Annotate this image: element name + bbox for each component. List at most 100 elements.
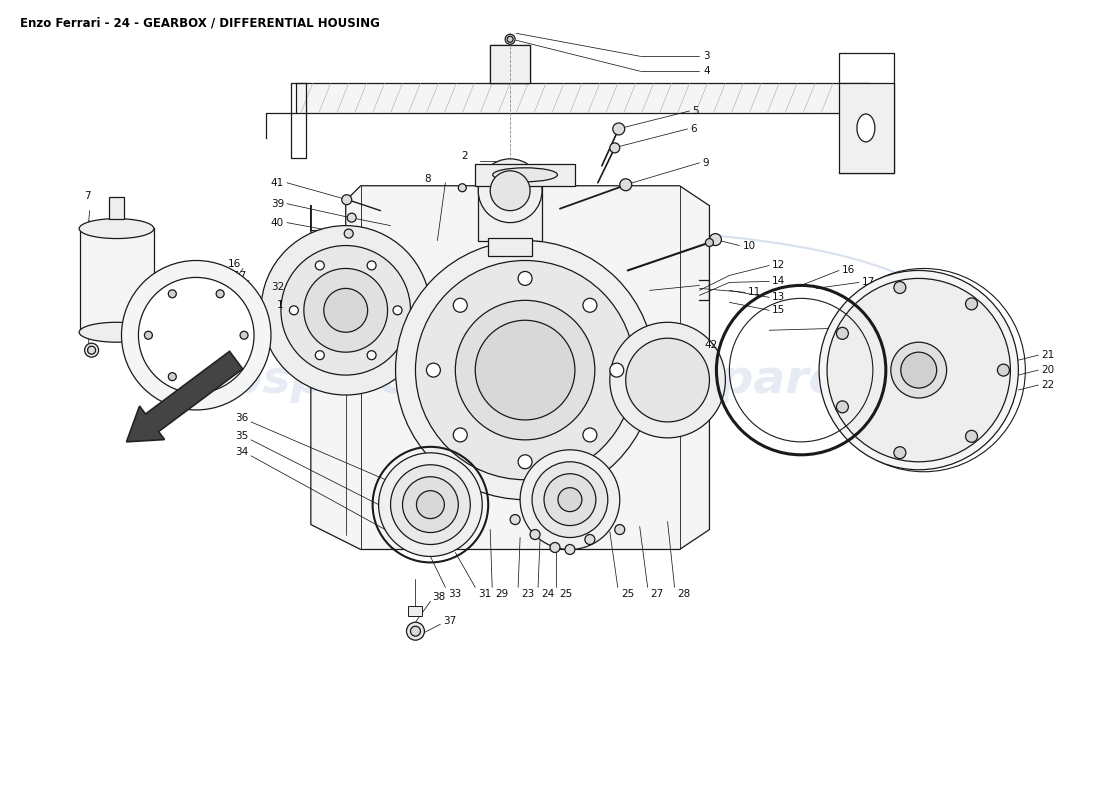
Text: eurospares: eurospares [142, 358, 440, 402]
Circle shape [261, 226, 430, 395]
Circle shape [344, 229, 353, 238]
Text: 37: 37 [443, 616, 456, 626]
Circle shape [518, 271, 532, 286]
Circle shape [836, 401, 848, 413]
FancyBboxPatch shape [296, 83, 869, 113]
Circle shape [609, 143, 619, 153]
Circle shape [316, 261, 324, 270]
Text: 19: 19 [226, 295, 239, 306]
FancyBboxPatch shape [475, 164, 575, 186]
Circle shape [289, 306, 298, 314]
Text: 11: 11 [748, 287, 761, 298]
Text: 17: 17 [862, 278, 876, 287]
Text: 1: 1 [277, 300, 284, 310]
Circle shape [626, 338, 710, 422]
Text: 36: 36 [234, 413, 249, 423]
Text: 16: 16 [842, 266, 855, 275]
Circle shape [901, 352, 937, 388]
Circle shape [367, 350, 376, 360]
Circle shape [156, 286, 256, 385]
Circle shape [396, 241, 654, 500]
Circle shape [453, 298, 468, 312]
Circle shape [187, 357, 195, 365]
Circle shape [88, 346, 96, 354]
Circle shape [998, 364, 1010, 376]
Text: 6: 6 [691, 124, 697, 134]
Text: 13: 13 [772, 292, 785, 302]
Circle shape [139, 278, 254, 393]
Text: 40: 40 [271, 218, 284, 228]
Text: 4: 4 [704, 66, 711, 76]
Circle shape [403, 477, 459, 533]
Circle shape [453, 428, 468, 442]
Circle shape [966, 430, 978, 442]
Circle shape [609, 322, 725, 438]
Circle shape [544, 474, 596, 526]
Circle shape [530, 530, 540, 539]
Text: 14: 14 [772, 277, 785, 286]
Text: 24: 24 [541, 590, 554, 599]
FancyBboxPatch shape [478, 186, 542, 241]
Circle shape [478, 159, 542, 222]
FancyArrow shape [126, 351, 243, 442]
Circle shape [613, 123, 625, 135]
Text: 9: 9 [703, 158, 710, 168]
Circle shape [705, 238, 714, 246]
Text: 28: 28 [678, 590, 691, 599]
Circle shape [518, 455, 532, 469]
Circle shape [459, 184, 466, 192]
Circle shape [217, 290, 224, 298]
Text: 10: 10 [742, 241, 756, 250]
Text: 34: 34 [234, 447, 249, 457]
Ellipse shape [79, 322, 154, 342]
Circle shape [583, 298, 597, 312]
Circle shape [176, 300, 246, 370]
Text: 17: 17 [234, 271, 248, 282]
Circle shape [609, 363, 624, 377]
Circle shape [891, 342, 947, 398]
Circle shape [510, 514, 520, 525]
Text: 23: 23 [521, 590, 535, 599]
Circle shape [173, 331, 180, 339]
Text: 27: 27 [650, 590, 664, 599]
Circle shape [410, 626, 420, 636]
Text: 18: 18 [240, 283, 253, 294]
Circle shape [323, 288, 367, 332]
Circle shape [217, 357, 226, 365]
FancyBboxPatch shape [79, 228, 154, 332]
Circle shape [615, 525, 625, 534]
Text: 20: 20 [1042, 365, 1055, 375]
Ellipse shape [79, 218, 154, 238]
Circle shape [140, 274, 263, 397]
Text: 32: 32 [271, 282, 284, 292]
Circle shape [187, 306, 195, 314]
FancyBboxPatch shape [109, 197, 124, 218]
Circle shape [585, 534, 595, 545]
Circle shape [894, 282, 905, 294]
Circle shape [505, 34, 515, 44]
Ellipse shape [493, 168, 558, 182]
Circle shape [558, 488, 582, 512]
Text: 33: 33 [449, 590, 462, 599]
Circle shape [417, 490, 444, 518]
Circle shape [894, 446, 905, 458]
FancyBboxPatch shape [839, 83, 894, 173]
Text: 41: 41 [271, 178, 284, 188]
Circle shape [367, 261, 376, 270]
Circle shape [550, 542, 560, 553]
Circle shape [85, 343, 99, 357]
Text: 25: 25 [620, 590, 634, 599]
FancyBboxPatch shape [488, 238, 532, 255]
Text: 43: 43 [842, 323, 855, 334]
Circle shape [168, 298, 244, 373]
Polygon shape [311, 186, 710, 550]
Ellipse shape [857, 114, 874, 142]
Circle shape [407, 622, 425, 640]
Circle shape [217, 306, 226, 314]
Circle shape [532, 462, 608, 538]
Circle shape [583, 428, 597, 442]
FancyBboxPatch shape [491, 46, 530, 83]
Text: 2: 2 [462, 151, 469, 161]
Text: 38: 38 [432, 592, 446, 602]
Text: 29: 29 [495, 590, 508, 599]
